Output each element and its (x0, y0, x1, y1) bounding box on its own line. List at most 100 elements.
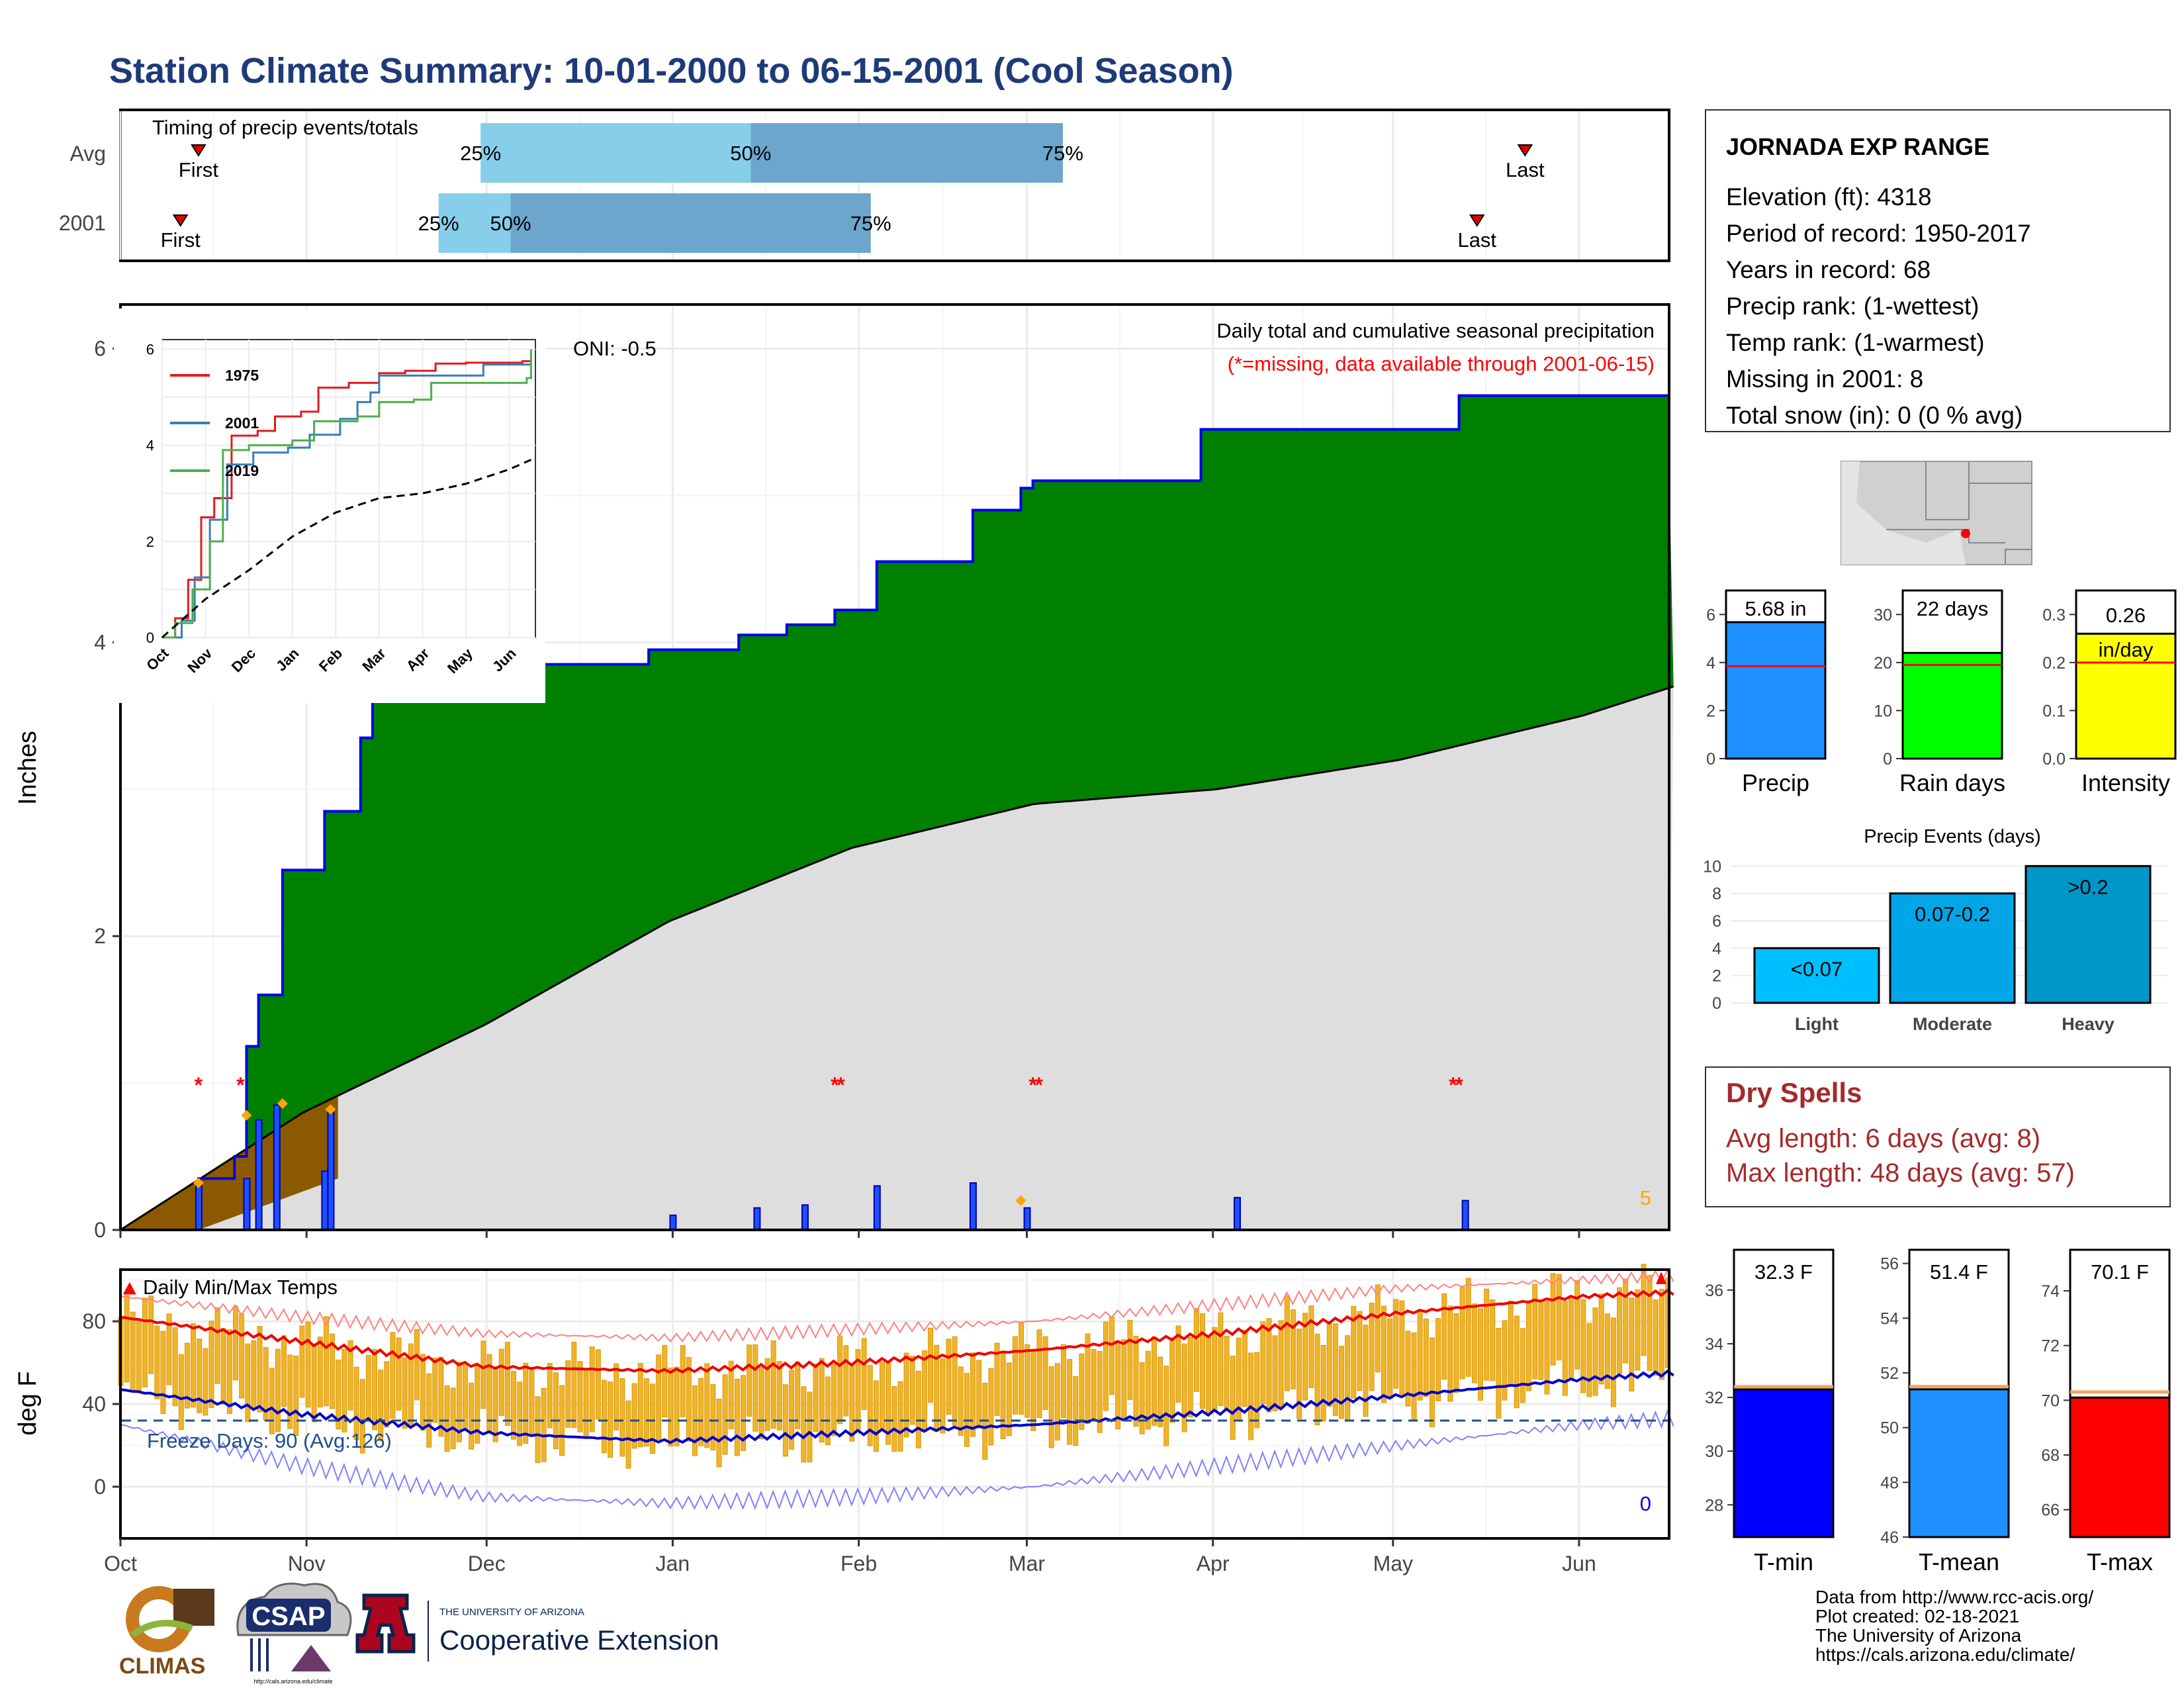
daily-temp-bar (650, 1383, 656, 1454)
y-tick-label: 2 (94, 924, 106, 948)
precip-y-label: Inches (14, 731, 42, 805)
station-marker (1961, 529, 1970, 538)
missing-day-marker: * (1034, 1073, 1043, 1097)
daily-temp-bar (801, 1386, 807, 1463)
summary-bar (2075, 632, 2177, 760)
daily-temp-bar (456, 1362, 462, 1442)
record-min-line (120, 1409, 1674, 1511)
inset-y-tick-label: 0 (146, 630, 154, 646)
x-tick-label: Dec (468, 1552, 506, 1575)
daily-temp-bar (722, 1374, 728, 1455)
ua-big-text: Cooperative Extension (439, 1624, 719, 1656)
inset-legend-label: 2019 (225, 462, 259, 479)
station-info-line: Elevation (ft): 4318 (1726, 183, 1932, 211)
daily-temp-bar (1502, 1320, 1508, 1401)
daily-temp-bar (1550, 1273, 1556, 1366)
daily-temp-bar (1447, 1305, 1453, 1402)
daily-temp-bar (1435, 1318, 1441, 1401)
daily-temp-bar (330, 1333, 336, 1409)
daily-temp-bar (504, 1342, 510, 1426)
timing-pct-label: 75% (1042, 142, 1083, 165)
daily-temp-bar (1478, 1308, 1484, 1401)
daily-temp-bar (565, 1360, 571, 1428)
daily-temp-bar (1604, 1313, 1610, 1389)
summary-tick-label: 4 (1706, 654, 1715, 673)
daily-temp-bar (293, 1355, 299, 1436)
daily-temp-bar (1659, 1289, 1664, 1380)
dry-spells-title: Dry Spells (1726, 1077, 1862, 1108)
x-tick-label: Jun (1562, 1552, 1596, 1575)
x-tick-label: Nov (288, 1552, 326, 1575)
credit-line: The University of Arizona (1815, 1625, 2022, 1646)
summary-tick-label: 0.3 (2042, 606, 2066, 624)
events-category-label: Heavy (2062, 1014, 2115, 1034)
daily-temp-bar (686, 1357, 692, 1442)
daily-temp-bar (1369, 1302, 1375, 1391)
daily-temp-bar (728, 1360, 734, 1429)
summary-bar (1725, 621, 1827, 760)
daily-temp-bar (226, 1329, 232, 1414)
daily-temp-bar (1453, 1313, 1459, 1393)
daily-temp-bar (704, 1363, 710, 1448)
summary-tick-label: 0 (1706, 750, 1715, 769)
daily-temp-bar (1103, 1321, 1109, 1411)
daily-temp-bar (1218, 1312, 1224, 1406)
missing-day-marker: * (236, 1073, 245, 1097)
daily-temp-bar (172, 1327, 178, 1407)
daily-temp-bar (1266, 1318, 1272, 1413)
events-category-label: Light (1795, 1014, 1839, 1034)
inset-y-tick-label: 6 (146, 342, 154, 358)
events-tick-label: 8 (1712, 885, 1721, 904)
summary-value-label: 5.68 in (1745, 597, 1806, 620)
y-tick-label: 40 (82, 1392, 106, 1416)
daily-temp-bar (1139, 1362, 1145, 1434)
daily-temp-bar (1574, 1280, 1580, 1370)
inset-legend-label: 2001 (225, 414, 259, 432)
daily-temp-bar (1610, 1317, 1616, 1407)
daily-temp-bar (1054, 1363, 1060, 1441)
timing-label: Timing of precip events/totals (152, 116, 418, 139)
daily-temp-bar (1351, 1305, 1357, 1399)
daily-temp-bar (559, 1385, 565, 1456)
daily-temp-bar (1532, 1284, 1538, 1380)
daily-temp-bar (1623, 1278, 1629, 1364)
daily-temp-bar (1526, 1301, 1532, 1391)
summary-tick-label: 0.0 (2042, 750, 2066, 769)
daily-temp-bar (257, 1326, 263, 1413)
timing-pct-label: 25% (418, 212, 459, 235)
daily-temp-bar (1115, 1341, 1121, 1430)
daily-temp-bar (142, 1297, 148, 1387)
temp-summary-value-label: 70.1 F (2091, 1260, 2149, 1284)
daily-temp-bar (148, 1295, 154, 1374)
daily-temp-bar (1012, 1336, 1018, 1415)
daily-temp-bar (492, 1368, 498, 1442)
daily-temp-bar (432, 1358, 438, 1423)
daily-temp-bar (674, 1366, 680, 1446)
daily-temp-bar (1019, 1321, 1024, 1415)
first-event-marker (172, 214, 189, 227)
daily-temp-bar (1158, 1356, 1163, 1427)
x-tick-label: Oct (104, 1552, 137, 1575)
events-bar (1753, 947, 1880, 1004)
daily-temp-bar (1097, 1350, 1103, 1433)
daily-temp-bar (378, 1369, 384, 1442)
daily-temp-bar (861, 1338, 867, 1410)
daily-temp-bar (402, 1357, 408, 1429)
daily-temp-bar (994, 1342, 1000, 1416)
daily-temp-bar (1387, 1318, 1393, 1399)
daily-temp-bar (867, 1364, 873, 1446)
temp-summary-tick-label: 48 (1880, 1474, 1899, 1492)
daily-temp-bar (1653, 1299, 1659, 1376)
timing-row-2001: 2001 (59, 211, 106, 235)
daily-temp-bar (1490, 1299, 1496, 1382)
daily-temp-bar (891, 1385, 897, 1452)
daily-temp-bar (232, 1305, 238, 1381)
daily-temp-bar (1133, 1336, 1139, 1427)
daily-temp-bar (336, 1359, 341, 1430)
daily-temp-bar (341, 1348, 347, 1432)
station-info-line: Precip rank: (1-wettest) (1726, 293, 1979, 320)
daily-temp-bar (1121, 1339, 1127, 1421)
daily-precip-bar (801, 1204, 809, 1231)
credit-line: https://cals.arizona.edu/climate/ (1815, 1644, 2075, 1665)
